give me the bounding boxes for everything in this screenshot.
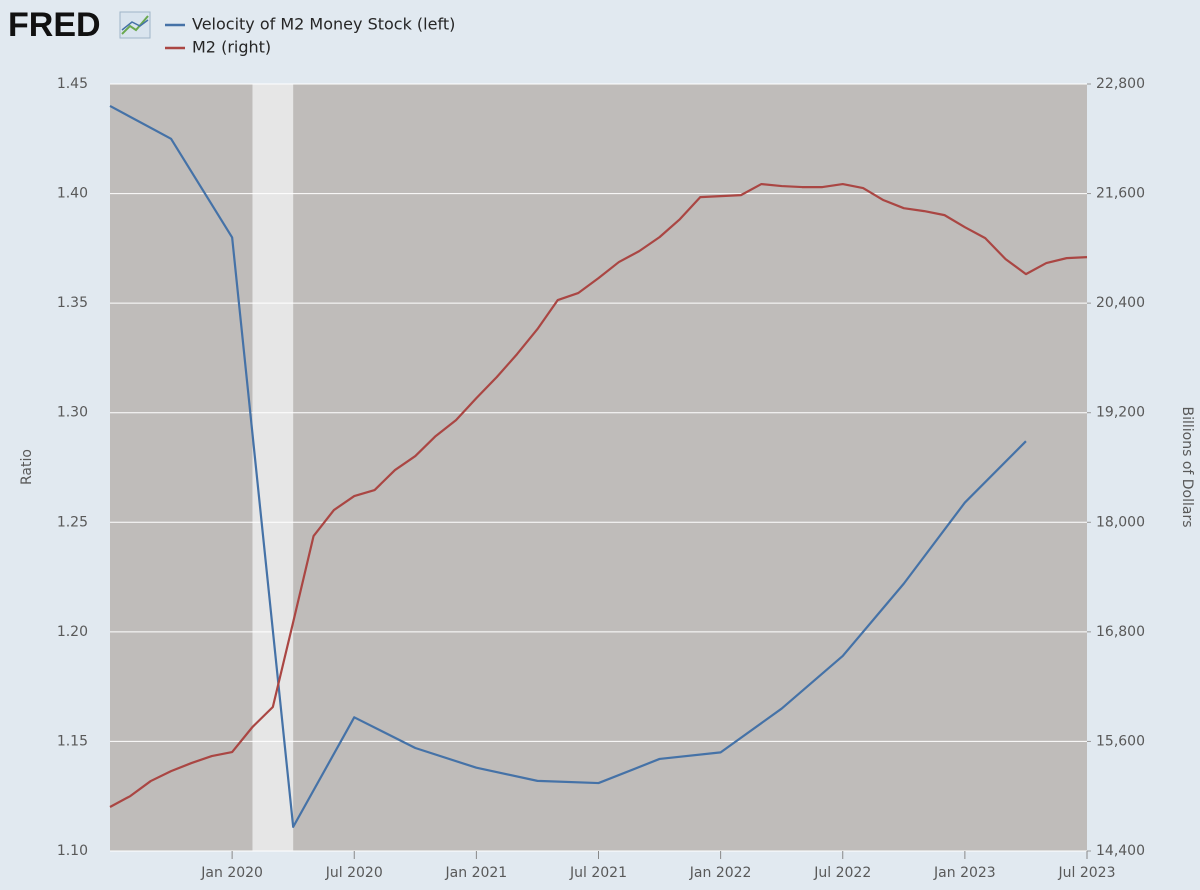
y2-tick-label: 15,600	[1096, 733, 1145, 749]
y2-tick-label: 14,400	[1096, 843, 1145, 859]
y2-tick-label: 18,000	[1096, 514, 1145, 530]
x-tick-label: Jul 2020	[325, 865, 383, 881]
y2-tick-label: 22,800	[1096, 76, 1145, 92]
x-tick-label: Jan 2020	[200, 865, 263, 881]
legend-label: Velocity of M2 Money Stock (left)	[192, 15, 455, 34]
y-tick-label: 1.40	[57, 186, 88, 202]
y2-tick-label: 16,800	[1096, 624, 1145, 640]
y2-axis-label: Billions of Dollars	[1179, 406, 1195, 527]
series-line	[109, 182, 1088, 808]
logo-icon	[119, 11, 151, 39]
y2-tick-label: 21,600	[1096, 186, 1145, 202]
y2-tick-label: 19,200	[1096, 405, 1145, 421]
x-tick-label: Jan 2022	[689, 865, 752, 881]
logo: FRED	[8, 6, 101, 44]
y-tick-label: 1.15	[57, 733, 88, 749]
y-tick-label: 1.20	[57, 624, 88, 640]
y2-tick-label: 20,400	[1096, 295, 1145, 311]
x-tick-label: Jan 2023	[933, 865, 996, 881]
y-tick-label: 1.45	[57, 76, 88, 92]
recession-band	[252, 84, 294, 851]
y-tick-label: 1.35	[57, 295, 88, 311]
y-tick-label: 1.10	[57, 843, 88, 859]
x-tick-label: Jul 2022	[813, 865, 871, 881]
x-tick-label: Jul 2021	[569, 865, 627, 881]
x-tick-label: Jul 2023	[1058, 865, 1116, 881]
y-axis-label: Ratio	[19, 449, 35, 485]
legend-label: M2 (right)	[192, 38, 271, 57]
x-tick-label: Jan 2021	[445, 865, 508, 881]
series-line	[109, 104, 1027, 828]
y-tick-label: 1.30	[57, 405, 88, 421]
y-tick-label: 1.25	[57, 514, 88, 530]
